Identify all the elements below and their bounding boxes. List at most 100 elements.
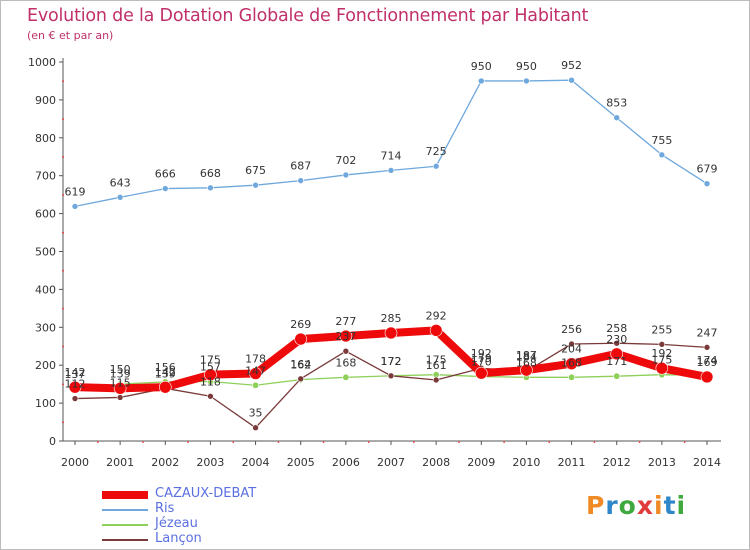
x-minor-tick: [458, 441, 460, 443]
y-tick-label: 0: [49, 435, 56, 448]
data-point-lan-on: [568, 340, 575, 348]
data-label-cazaux-debat: 285: [381, 312, 402, 325]
data-label-ris: 950: [471, 60, 492, 73]
data-label-cazaux-debat: 192: [651, 347, 672, 360]
x-tick-label: 2002: [151, 456, 179, 469]
y-tick-label: 400: [35, 283, 56, 296]
data-label-lan-on: 112: [65, 378, 86, 391]
x-tick-label: 2004: [242, 456, 270, 469]
legend-swatch: [102, 539, 148, 541]
data-point-lan-on: [703, 344, 711, 351]
data-label-cazaux-debat: 142: [155, 366, 176, 379]
data-label-j-zeau: 162: [290, 359, 311, 372]
data-point-lan-on: [297, 375, 305, 383]
data-label-cazaux-debat: 269: [290, 318, 311, 331]
data-point-ris: [161, 185, 169, 192]
data-point-ris: [477, 77, 485, 85]
data-point-cazaux-debat: [384, 326, 398, 340]
y-minor-tick: [62, 80, 64, 82]
data-point-ris: [342, 171, 350, 179]
x-minor-tick: [503, 441, 505, 443]
data-label-lan-on: 161: [426, 359, 447, 372]
data-label-ris: 679: [697, 163, 718, 176]
data-label-cazaux-debat: 178: [245, 353, 266, 366]
data-label-lan-on: 247: [697, 326, 718, 339]
legend-label: Jézeau: [155, 516, 198, 531]
x-minor-tick: [413, 441, 415, 443]
data-label-cazaux-debat: 292: [426, 309, 447, 322]
y-tick-label: 700: [35, 170, 56, 183]
chart-subtitle: (en € et par an): [27, 29, 114, 42]
y-tick-label: 800: [35, 132, 56, 145]
data-label-lan-on: 164: [290, 358, 311, 371]
y-minor-tick: [62, 118, 64, 120]
data-point-lan-on: [71, 395, 79, 402]
data-label-ris: 853: [606, 97, 627, 110]
data-label-j-zeau: 171: [606, 355, 627, 368]
y-minor-tick: [62, 307, 64, 310]
data-point-ris: [252, 181, 259, 189]
x-tick-label: 2003: [196, 456, 224, 469]
y-tick-label: 900: [35, 94, 56, 107]
x-tick-label: 2012: [603, 456, 631, 469]
data-label-lan-on: 255: [651, 323, 672, 336]
data-label-lan-on: 115: [110, 376, 131, 389]
data-point-j-zeau: [252, 381, 260, 389]
data-label-cazaux-debat: 169: [697, 356, 718, 369]
data-label-lan-on: 139: [155, 367, 176, 380]
x-tick-label: 2008: [422, 456, 450, 469]
data-label-ris: 619: [65, 185, 86, 198]
data-label-j-zeau: 147: [245, 364, 266, 377]
data-point-cazaux-debat: [339, 329, 353, 343]
data-point-cazaux-debat: [655, 361, 669, 375]
data-label-ris: 755: [651, 134, 672, 147]
data-point-lan-on: [252, 424, 259, 432]
data-point-cazaux-debat: [429, 324, 443, 337]
data-point-cazaux-debat: [113, 382, 127, 395]
data-label-cazaux-debat: 179: [471, 352, 492, 365]
data-label-cazaux-debat: 277: [335, 315, 356, 328]
x-minor-tick: [638, 441, 641, 443]
data-label-ris: 666: [155, 168, 176, 181]
data-point-cazaux-debat: [474, 366, 488, 380]
y-tick-label: 300: [35, 321, 56, 334]
data-label-j-zeau: 150: [110, 363, 131, 376]
y-tick-label: 100: [35, 397, 56, 410]
x-tick-label: 2013: [648, 456, 676, 469]
y-tick-label: 600: [35, 208, 56, 221]
data-label-ris: 952: [561, 59, 582, 72]
data-point-cazaux-debat: [158, 380, 172, 394]
data-label-j-zeau: 175: [426, 354, 447, 367]
data-label-j-zeau: 170: [471, 356, 492, 369]
data-point-ris: [116, 194, 124, 201]
data-label-lan-on: 35: [249, 407, 263, 420]
data-point-ris: [703, 180, 711, 187]
data-point-lan-on: [432, 376, 440, 384]
data-label-j-zeau: 156: [155, 361, 176, 374]
data-point-cazaux-debat: [700, 370, 714, 384]
data-point-lan-on: [658, 341, 666, 348]
y-minor-tick: [62, 383, 64, 386]
x-tick-label: 2010: [512, 456, 540, 469]
legend-label: Lançon: [155, 531, 202, 546]
data-point-j-zeau: [568, 373, 576, 381]
data-label-ris: 675: [245, 164, 266, 177]
y-minor-tick: [62, 345, 64, 348]
data-point-j-zeau: [613, 372, 621, 380]
legend-label: Ris: [155, 501, 175, 516]
data-label-j-zeau: 168: [561, 356, 582, 369]
y-minor-tick: [62, 194, 64, 196]
y-tick-label: 1000: [28, 56, 56, 69]
data-point-ris: [658, 151, 666, 159]
data-label-j-zeau: 168: [335, 356, 356, 369]
x-minor-tick: [548, 441, 550, 443]
x-minor-tick: [683, 441, 686, 443]
y-minor-tick: [62, 269, 64, 272]
data-label-lan-on: 118: [200, 375, 221, 388]
data-point-ris: [523, 77, 530, 85]
y-minor-tick: [62, 156, 64, 158]
x-minor-tick: [97, 441, 99, 443]
legend-label: CAZAUX-DEBAT: [155, 486, 257, 501]
